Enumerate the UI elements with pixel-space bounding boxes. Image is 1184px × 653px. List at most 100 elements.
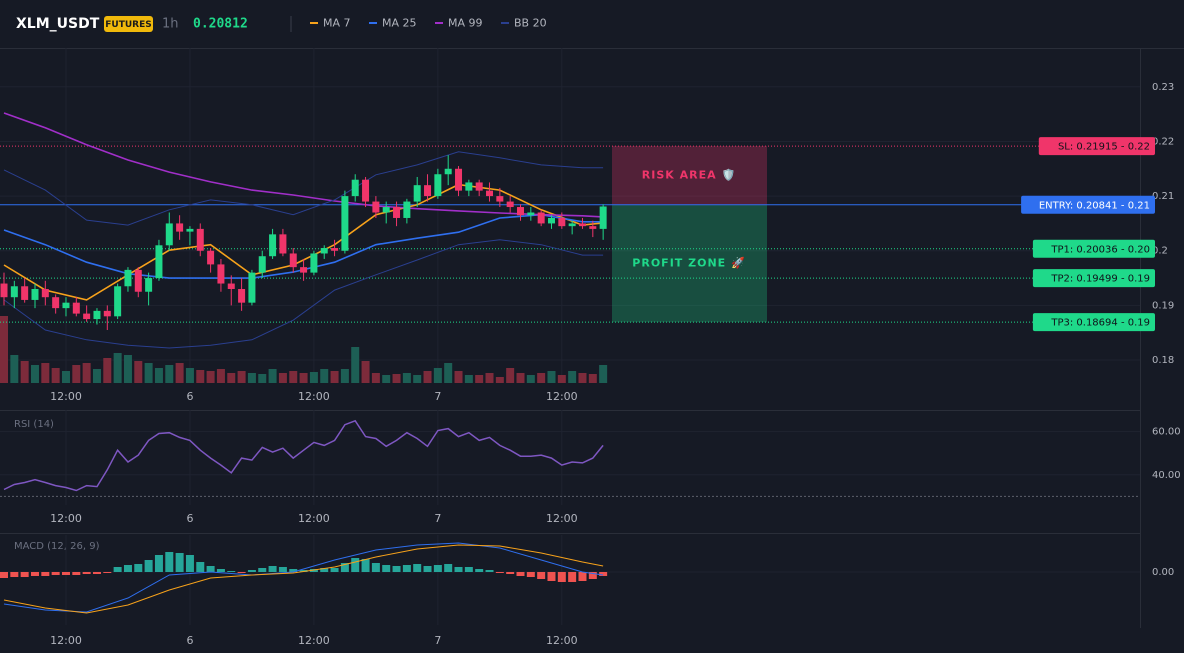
histogram-bar	[454, 567, 463, 572]
candle-body	[599, 206, 607, 229]
candle-body	[362, 179, 370, 202]
volume-bar	[464, 375, 473, 383]
volume-bar	[382, 375, 391, 383]
volume-bar	[309, 372, 318, 383]
volume-bar	[289, 371, 298, 383]
candle-body	[72, 302, 80, 314]
histogram-bar	[82, 572, 91, 574]
histogram-bar	[41, 572, 50, 576]
level-badge	[1032, 239, 1155, 258]
histogram-bar	[557, 572, 566, 582]
candle-body	[21, 286, 29, 300]
candle-body	[248, 272, 256, 303]
zone	[612, 204, 767, 323]
candle-body	[578, 223, 586, 227]
volume-bar	[371, 373, 380, 383]
histogram-bar	[165, 552, 174, 572]
candle-body	[300, 267, 308, 273]
histogram-bar	[340, 563, 349, 572]
histogram-bar	[413, 564, 422, 572]
candle-body	[134, 269, 142, 292]
histogram-bar	[134, 564, 143, 572]
indicator-line	[3, 151, 604, 226]
candle-body	[114, 286, 122, 317]
candle-body	[103, 310, 111, 317]
histogram-bar	[444, 564, 453, 572]
histogram-bar	[361, 559, 370, 572]
candle-body	[207, 250, 215, 265]
level-label: TP1: 0.20036 - 0.20	[1050, 244, 1150, 255]
zone-label: PROFIT ZONE 🚀	[632, 256, 745, 269]
histogram-bar	[516, 572, 525, 576]
candle-body	[547, 217, 555, 224]
volume-bar	[144, 363, 153, 383]
candle-body	[41, 289, 49, 298]
candle-body	[62, 302, 70, 309]
legend: MA 7 MA 25 MA 99 BB 20	[310, 17, 547, 30]
candle-body	[269, 234, 277, 257]
histogram-bar	[51, 572, 60, 575]
candle-body	[403, 201, 411, 218]
x-tick-label: 12:00	[298, 390, 330, 403]
volume-bar	[247, 373, 256, 383]
histogram-bar	[392, 566, 401, 572]
histogram-bar	[185, 555, 194, 572]
volume-bar	[392, 374, 401, 383]
legend-label: BB 20	[514, 17, 547, 30]
histogram-bar	[423, 566, 432, 572]
histogram-bar	[464, 567, 473, 572]
candle-body	[589, 226, 597, 229]
zone	[612, 146, 767, 205]
candle-body	[568, 223, 576, 227]
histogram-bar	[268, 566, 277, 572]
candle-body	[558, 217, 566, 227]
candle-body	[238, 289, 246, 303]
candle-body	[289, 253, 297, 268]
volume-bar	[568, 371, 577, 383]
x-tick-label: 12:00	[298, 634, 330, 647]
histogram-bar	[578, 572, 587, 581]
volume-bar	[258, 374, 267, 383]
legend-label: MA 7	[323, 17, 351, 30]
volume-bar	[72, 365, 81, 383]
volume-bar	[206, 371, 215, 383]
candle-body	[10, 286, 18, 298]
histogram-bar	[72, 572, 81, 575]
histogram-bar	[206, 566, 215, 572]
histogram-bar	[537, 572, 546, 579]
candle-body	[279, 234, 287, 254]
candle-body	[537, 212, 545, 224]
candle-body	[486, 190, 494, 197]
volume-bar	[154, 368, 163, 383]
volume-bar	[330, 371, 339, 383]
volume-bar	[165, 365, 174, 383]
badge: FUTURES	[105, 20, 151, 30]
level-badge	[1032, 313, 1155, 332]
volume-bar	[485, 373, 494, 383]
candle-body	[320, 248, 328, 254]
level-label: TP2: 0.19499 - 0.19	[1050, 274, 1150, 285]
candle-body	[145, 278, 153, 292]
volume-bar	[0, 316, 8, 383]
volume-bar	[30, 365, 39, 383]
panel-title: RSI (14)	[14, 419, 54, 430]
x-tick-label: 12:00	[50, 390, 82, 403]
volume-bar	[495, 377, 504, 383]
volume-bar	[547, 371, 556, 383]
y-tick-label: 60.00	[1152, 427, 1181, 438]
level-label: SL: 0.21915 - 0.22	[1058, 142, 1150, 153]
candle-body	[165, 223, 173, 246]
candle-body	[83, 313, 91, 320]
legend-label: MA 99	[448, 17, 483, 30]
histogram-bar	[351, 558, 360, 572]
candle-body	[310, 253, 318, 273]
candle-body	[93, 310, 101, 320]
level-badge	[1032, 269, 1155, 288]
volume-bar	[237, 371, 246, 383]
volume-bar	[103, 358, 112, 383]
histogram-bar	[0, 572, 8, 578]
histogram-bar	[113, 567, 122, 572]
